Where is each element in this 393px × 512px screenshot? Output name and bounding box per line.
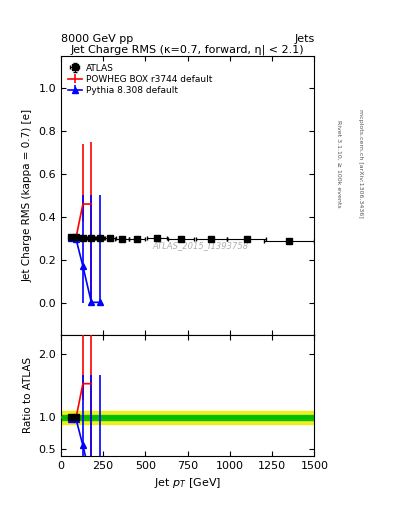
- Text: Jets: Jets: [294, 33, 314, 44]
- X-axis label: Jet $p_T$ [GeV]: Jet $p_T$ [GeV]: [154, 476, 221, 490]
- Text: Rivet 3.1.10, ≥ 100k events: Rivet 3.1.10, ≥ 100k events: [336, 120, 341, 208]
- Text: mcplots.cern.ch [arXiv:1306.3436]: mcplots.cern.ch [arXiv:1306.3436]: [358, 110, 363, 218]
- Y-axis label: Jet Charge RMS (kappa = 0.7) [e]: Jet Charge RMS (kappa = 0.7) [e]: [23, 109, 33, 282]
- Text: 8000 GeV pp: 8000 GeV pp: [61, 33, 133, 44]
- Text: ATLAS_2015_I1393758: ATLAS_2015_I1393758: [152, 241, 248, 250]
- Y-axis label: Ratio to ATLAS: Ratio to ATLAS: [23, 357, 33, 433]
- Legend: ATLAS, POWHEG BOX r3744 default, Pythia 8.308 default: ATLAS, POWHEG BOX r3744 default, Pythia …: [65, 61, 215, 98]
- Bar: [61, 411, 314, 424]
- Bar: [61, 415, 314, 420]
- Title: Jet Charge RMS (κ=0.7, forward, η| < 2.1): Jet Charge RMS (κ=0.7, forward, η| < 2.1…: [71, 44, 305, 55]
